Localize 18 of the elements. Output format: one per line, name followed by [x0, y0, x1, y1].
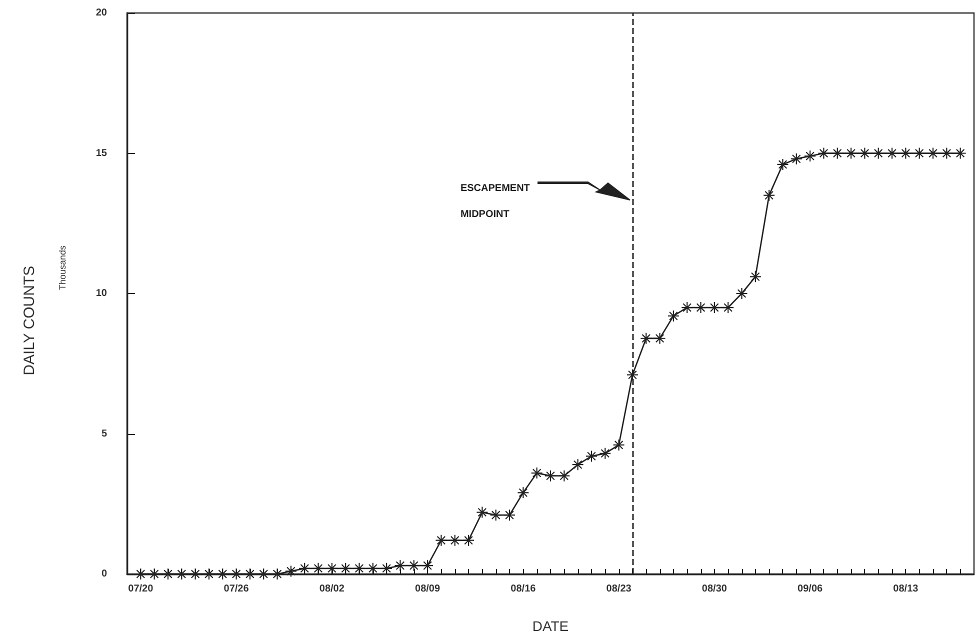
text: Thousands: [58, 244, 68, 290]
x-tick-label: 08/23: [606, 584, 632, 594]
y-tick-label: 20: [96, 8, 108, 18]
y-tick-label: 5: [101, 428, 108, 440]
x-axis-title: DATE: [532, 618, 569, 634]
x-tick-label: 07/20: [128, 584, 154, 594]
y-tick-label: 15: [96, 148, 108, 159]
x-tick-label: 08/09: [415, 584, 440, 594]
x-tick-label: 08/30: [702, 584, 728, 594]
text: ESCAPEMENT MIDPOINT: [460, 183, 530, 220]
y-tick-label: 0: [101, 568, 108, 580]
x-tick-label: 08/13: [893, 584, 919, 594]
y-tick-label: 10: [96, 288, 108, 299]
x-tick-label: 07/26: [224, 584, 250, 594]
x-tick-label: 08/02: [319, 584, 345, 594]
y-axis-title: DAILY COUNTS: [21, 266, 38, 376]
x-tick-label: 08/16: [510, 584, 536, 594]
x-tick-label: 09/06: [798, 584, 824, 594]
